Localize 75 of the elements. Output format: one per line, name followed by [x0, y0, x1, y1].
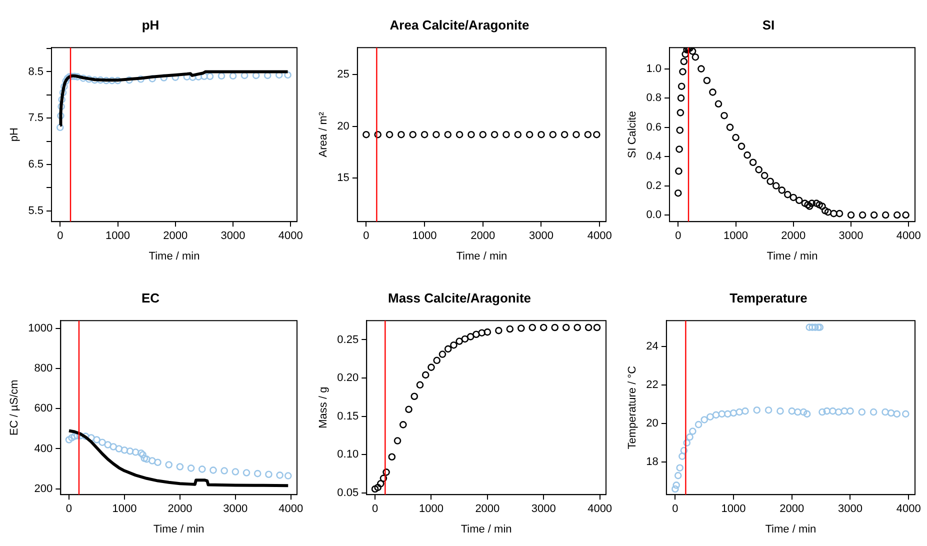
x-tick-label: 1000	[106, 230, 130, 242]
y-tick-label: 7.5	[28, 112, 44, 124]
x-tick-label: 0	[57, 230, 64, 242]
y-tick-label: 6.5	[28, 158, 44, 171]
x-tick-label: 0	[66, 503, 72, 516]
chart-title: EC	[141, 290, 160, 306]
x-axis-title: Time / min	[153, 523, 204, 536]
chart-title: pH	[142, 17, 160, 32]
x-tick-label: 2000	[163, 230, 188, 242]
y-tick-label: 0.0	[646, 209, 662, 222]
y-tick-label: 5.5	[28, 204, 44, 217]
x-axis-title: Time / min	[765, 523, 816, 536]
x-axis-title: Time / min	[766, 250, 818, 262]
y-axis-title: Area / m²	[318, 112, 330, 158]
x-tick-label: 3000	[223, 503, 248, 516]
x-tick-label: 1000	[724, 230, 748, 242]
x-axis-title: Time / min	[456, 250, 508, 262]
y-tick-label: 200	[34, 482, 53, 495]
x-tick-label: 3000	[838, 230, 864, 242]
y-axis-title: SI Calcite	[626, 111, 639, 158]
y-tick-label: 600	[34, 402, 53, 415]
y-tick-label: 8.5	[28, 66, 44, 78]
x-tick-label: 0	[672, 503, 678, 516]
x-tick-label: 4000	[278, 230, 303, 242]
y-tick-label: 15	[337, 172, 350, 184]
chart-title: Area Calcite/Aragonite	[390, 17, 530, 32]
y-axis-title: Temperature / °C	[626, 366, 639, 450]
y-tick-label: 0.4	[646, 150, 662, 163]
y-tick-label: 1.0	[646, 62, 662, 75]
y-tick-label: 0.05	[337, 486, 359, 499]
x-axis-title: Time / min	[460, 523, 512, 536]
y-tick-label: 0.10	[337, 448, 359, 461]
y-tick-label: 800	[34, 362, 53, 375]
x-axis-title: Time / min	[148, 250, 200, 262]
x-tick-label: 2000	[780, 503, 804, 516]
x-tick-label: 3000	[220, 230, 246, 242]
x-tick-label: 1000	[112, 503, 137, 516]
x-tick-label: 1000	[418, 503, 444, 516]
x-tick-label: 3000	[528, 230, 554, 242]
x-tick-label: 1000	[412, 230, 437, 242]
x-tick-label: 0	[363, 230, 370, 242]
x-tick-label: 0	[675, 230, 682, 242]
y-tick-label: 24	[646, 340, 658, 353]
x-tick-label: 4000	[587, 230, 612, 242]
x-tick-label: 1000	[721, 503, 746, 516]
x-tick-label: 3000	[838, 503, 862, 516]
y-tick-label: 0.20	[337, 372, 359, 384]
x-tick-label: 2000	[470, 230, 496, 242]
y-tick-label: 22	[646, 379, 658, 392]
y-tick-label: 18	[646, 456, 658, 468]
y-tick-label: 400	[34, 442, 53, 455]
chart-title: SI	[762, 17, 775, 32]
x-tick-label: 4000	[896, 230, 921, 242]
x-tick-label: 3000	[531, 503, 556, 516]
y-tick-label: 25	[337, 68, 350, 81]
chart-title: Temperature	[730, 290, 808, 306]
x-tick-label: 2000	[781, 230, 806, 242]
x-tick-label: 4000	[896, 503, 921, 516]
y-tick-label: 20	[646, 418, 658, 430]
y-tick-label: 0.25	[337, 334, 359, 346]
y-tick-label: 1000	[28, 322, 53, 335]
y-tick-label: 0.15	[337, 410, 359, 422]
y-axis-title: EC / µS/cm	[8, 380, 21, 436]
x-tick-label: 4000	[588, 503, 612, 516]
y-tick-label: 0.6	[646, 121, 662, 134]
x-tick-label: 2000	[475, 503, 500, 516]
y-axis-title: pH	[8, 128, 21, 142]
y-axis-title: Mass / g	[318, 386, 330, 428]
y-tick-label: 20	[337, 120, 350, 132]
chart-title: Mass Calcite/Aragonite	[388, 290, 532, 306]
x-tick-label: 4000	[278, 503, 304, 516]
y-tick-label: 0.8	[646, 92, 662, 104]
x-tick-label: 2000	[168, 503, 192, 516]
y-tick-label: 0.2	[646, 180, 662, 192]
x-tick-label: 0	[372, 503, 378, 516]
